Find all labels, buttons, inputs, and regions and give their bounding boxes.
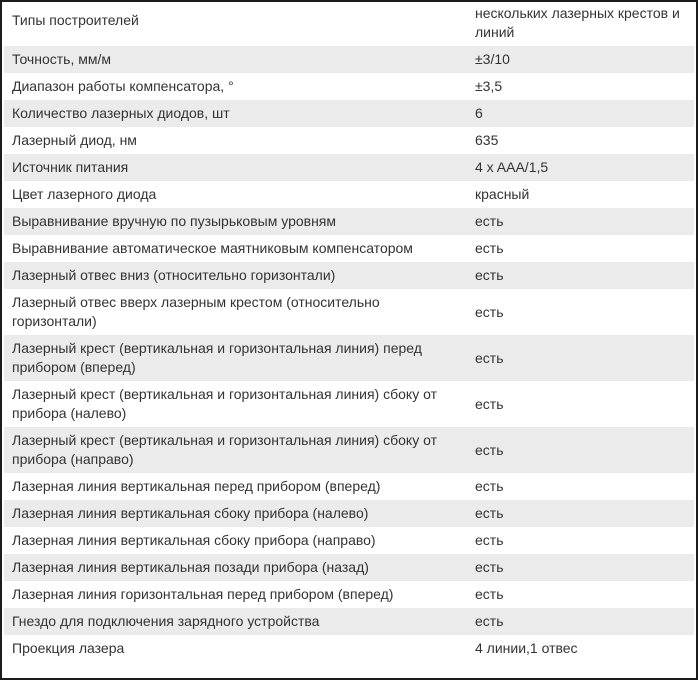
- spec-label-cell: Выравнивание вручную по пузырьковым уров…: [12, 213, 337, 229]
- spec-label-cell: Источник питания: [12, 159, 129, 175]
- spec-value-cell: 4 линии,1 отвес: [475, 640, 578, 656]
- spec-value-cell: есть: [475, 586, 504, 602]
- spec-value-cell: 4 x AAA/1,5: [475, 159, 549, 175]
- spec-row: Точность, мм/м ±3/10: [4, 46, 694, 73]
- spec-row: Типы построителей нескольких лазерных кр…: [4, 2, 694, 46]
- spec-label-cell: Лазерный крест (вертикальная и горизонта…: [12, 386, 437, 421]
- spec-row: Диапазон работы компенсатора, ° ±3,5: [4, 73, 694, 100]
- spec-row: Лазерная линия вертикальная позади прибо…: [4, 554, 694, 581]
- spec-value-cell: есть: [475, 532, 504, 548]
- spec-row: Лазерный отвес вверх лазерным крестом (о…: [4, 289, 694, 335]
- spec-value-cell: есть: [475, 613, 504, 629]
- spec-label-cell: Лазерный крест (вертикальная и горизонта…: [12, 340, 422, 375]
- spec-value-cell: ±3/10: [475, 51, 510, 67]
- spec-row: Выравнивание вручную по пузырьковым уров…: [4, 208, 694, 235]
- spec-label-cell: Типы построителей: [12, 12, 139, 28]
- spec-value-cell: есть: [475, 441, 504, 458]
- spec-row: Цвет лазерного диода красный: [4, 181, 694, 208]
- spec-table-body: Типы построителей нескольких лазерных кр…: [4, 2, 694, 662]
- spec-value-cell: 6: [475, 105, 483, 121]
- spec-value-cell: есть: [475, 505, 504, 521]
- spec-label-cell: Лазерный крест (вертикальная и горизонта…: [12, 432, 437, 467]
- spec-value-cell: есть: [475, 559, 504, 575]
- spec-row: Лазерная линия вертикальная сбоку прибор…: [4, 500, 694, 527]
- spec-row: Лазерный крест (вертикальная и горизонта…: [4, 427, 694, 473]
- spec-value-cell: есть: [475, 213, 504, 229]
- spec-label-cell: Лазерная линия вертикальная позади прибо…: [12, 559, 369, 575]
- spec-row: Лазерная линия горизонтальная перед приб…: [4, 581, 694, 608]
- spec-label-cell: Гнездо для подключения зарядного устройс…: [12, 613, 320, 629]
- spec-value-cell: есть: [475, 267, 504, 283]
- spec-value-cell: есть: [475, 478, 504, 494]
- spec-label-cell: Точность, мм/м: [12, 51, 111, 67]
- spec-label-cell: Лазерный отвес вверх лазерным крестом (о…: [12, 294, 380, 329]
- spec-label-cell: Лазерная линия вертикальная сбоку прибор…: [12, 532, 376, 548]
- spec-value-cell: есть: [475, 349, 504, 366]
- spec-value-cell: 635: [475, 132, 499, 148]
- spec-value-cell: есть: [475, 303, 504, 320]
- spec-row: Лазерный диод, нм 635: [4, 127, 694, 154]
- spec-label-cell: Лазерный диод, нм: [12, 132, 137, 148]
- spec-row: Проекция лазера 4 линии,1 отвес: [4, 635, 694, 662]
- spec-row: Гнездо для подключения зарядного устройс…: [4, 608, 694, 635]
- spec-row: Лазерный крест (вертикальная и горизонта…: [4, 381, 694, 427]
- spec-label-cell: Лазерная линия горизонтальная перед приб…: [12, 586, 394, 602]
- spec-label-cell: Количество лазерных диодов, шт: [12, 105, 230, 121]
- spec-row: Лазерная линия вертикальная сбоку прибор…: [4, 527, 694, 554]
- spec-value-cell: есть: [475, 395, 504, 412]
- spec-label-cell: Лазерная линия вертикальная сбоку прибор…: [12, 505, 369, 521]
- spec-label-cell: Проекция лазера: [12, 640, 125, 656]
- spec-value-cell: есть: [475, 240, 504, 256]
- spec-value-cell: ±3,5: [475, 78, 503, 94]
- spec-row: Количество лазерных диодов, шт 6: [4, 100, 694, 127]
- spec-table: Типы построителей нескольких лазерных кр…: [4, 2, 694, 662]
- spec-label-cell: Диапазон работы компенсатора, °: [12, 78, 234, 94]
- spec-row: Лазерный отвес вниз (относительно горизо…: [4, 262, 694, 289]
- spec-row: Лазерный крест (вертикальная и горизонта…: [4, 335, 694, 381]
- spec-value-cell: красный: [475, 186, 530, 202]
- spec-label-cell: Цвет лазерного диода: [12, 186, 157, 202]
- spec-row: Лазерная линия вертикальная перед прибор…: [4, 473, 694, 500]
- spec-row: Источник питания 4 x AAA/1,5: [4, 154, 694, 181]
- spec-label-cell: Лазерная линия вертикальная перед прибор…: [12, 478, 381, 494]
- spec-label-cell: Лазерный отвес вниз (относительно горизо…: [12, 267, 336, 283]
- spec-row: Выравнивание автоматическое маятниковым …: [4, 235, 694, 262]
- spec-label-cell: Выравнивание автоматическое маятниковым …: [12, 240, 413, 256]
- spec-value-cell: нескольких лазерных крестов и линий: [475, 5, 680, 40]
